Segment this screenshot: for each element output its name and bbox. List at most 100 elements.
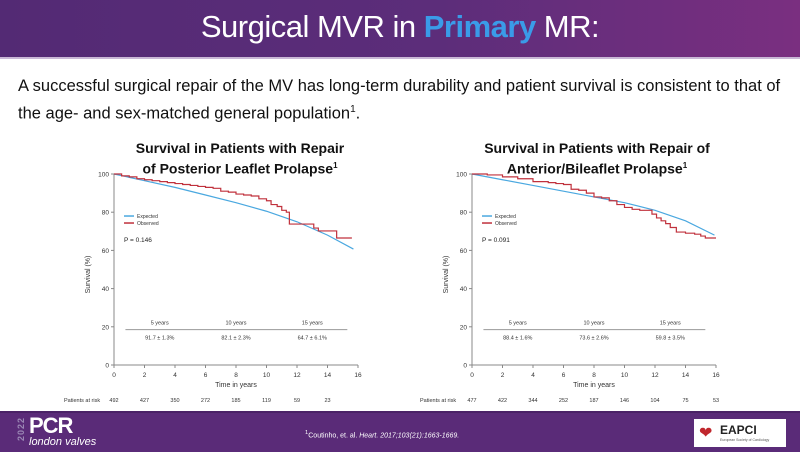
patients-at-risk-value: 344 — [528, 398, 537, 404]
citation: 1Coutinho, et. al. Heart. 2017;103(21):1… — [305, 430, 459, 439]
pcr-year: 2022 — [16, 417, 26, 442]
title-text-end: MR: — [535, 9, 600, 44]
patients-at-risk-value: 350 — [170, 398, 179, 404]
chart-title-anterior: Survival in Patients with Repair of Ante… — [462, 139, 732, 178]
summary-value: 64.7 ± 6.1% — [298, 336, 327, 342]
y-tick-label: 80 — [460, 210, 468, 217]
y-tick-label: 0 — [105, 363, 109, 370]
y-tick-label: 40 — [460, 286, 468, 293]
summary-value: 73.6 ± 2.6% — [579, 336, 608, 342]
patients-at-risk-value: 185 — [231, 398, 240, 404]
patients-at-risk-value: 187 — [589, 398, 598, 404]
title-text: Surgical MVR in — [200, 9, 424, 44]
x-tick-label: 14 — [324, 372, 332, 379]
y-tick-label: 100 — [98, 172, 109, 179]
x-tick-label: 6 — [562, 372, 566, 379]
x-tick-label: 8 — [592, 372, 596, 379]
patients-at-risk-value: 427 — [140, 398, 149, 404]
citation-sup: 1 — [305, 430, 309, 436]
x-tick-label: 12 — [293, 372, 301, 379]
summary-value: 82.1 ± 2.3% — [221, 336, 250, 342]
intro-paragraph: A successful surgical repair of the MV h… — [18, 74, 788, 126]
pcr-subtitle: london valves — [29, 436, 97, 448]
patients-at-risk-value: 146 — [620, 398, 629, 404]
y-tick-label: 20 — [102, 324, 110, 331]
x-tick-label: 10 — [263, 372, 271, 379]
series-line-expected — [113, 173, 354, 250]
chart-title-sup: 1 — [333, 161, 338, 170]
legend-label-expected: Expected — [137, 214, 158, 220]
legend-label-observed: Observed — [137, 221, 159, 227]
heart-icon: ❤ — [699, 425, 713, 442]
x-axis-label: Time in years — [215, 382, 257, 389]
legend-label-observed: Observed — [495, 221, 517, 227]
summary-period: 5 years — [151, 321, 169, 327]
x-tick-label: 12 — [651, 372, 659, 379]
x-tick-label: 10 — [621, 372, 629, 379]
summary-period: 15 years — [660, 321, 681, 327]
patients-at-risk-value: 252 — [559, 398, 568, 404]
patients-at-risk-value: 422 — [498, 398, 507, 404]
intro-text: A successful surgical repair of the MV h… — [18, 77, 781, 123]
y-axis-label: Survival (%) — [85, 256, 92, 294]
chart-title-line1: Survival in Patients with Repair — [135, 140, 345, 156]
x-tick-label: 2 — [143, 372, 147, 379]
patients-at-risk-label: Patients at risk — [420, 398, 456, 404]
eapci-logo: ❤ EAPCI European Society of Cardiology — [694, 419, 786, 447]
chart-title-posterior: Survival in Patients with Repair of Post… — [110, 139, 370, 178]
intro-footnote-ref: 1 — [350, 104, 356, 115]
pcr-logo-text: PCR — [29, 413, 73, 438]
x-tick-label: 8 — [234, 372, 238, 379]
x-tick-label: 6 — [204, 372, 208, 379]
y-tick-label: 80 — [102, 210, 110, 217]
legend-label-expected: Expected — [495, 214, 516, 220]
p-value: P = 0.091 — [482, 237, 510, 244]
patients-at-risk-value: 104 — [650, 398, 659, 404]
summary-period: 15 years — [302, 321, 323, 327]
patients-at-risk-value: 53 — [713, 398, 719, 404]
chart-title-line2: of Posterior Leaflet Prolapse — [142, 160, 334, 177]
citation-authors: Coutinho, et. al. — [308, 432, 360, 440]
patients-at-risk-value: 119 — [262, 398, 271, 404]
p-value: P = 0.146 — [124, 237, 152, 244]
x-tick-label: 0 — [470, 372, 474, 379]
summary-period: 10 years — [583, 321, 604, 327]
footer-bar: 2022 PCR london valves 1Coutinho, et. al… — [0, 411, 800, 452]
series-line-observed — [114, 173, 352, 239]
x-tick-label: 2 — [501, 372, 505, 379]
y-tick-label: 20 — [460, 324, 468, 331]
y-tick-label: 40 — [102, 286, 110, 293]
x-tick-label: 0 — [112, 372, 116, 379]
patients-at-risk-value: 477 — [467, 398, 476, 404]
y-tick-label: 100 — [456, 172, 467, 179]
patients-at-risk-label: Patients at risk — [64, 398, 100, 404]
x-tick-label: 14 — [682, 372, 690, 379]
x-axis-label: Time in years — [573, 382, 615, 389]
x-tick-label: 4 — [531, 372, 535, 379]
patients-at-risk-value: 59 — [294, 398, 300, 404]
eapci-sublabel: European Society of Cardiology — [720, 438, 770, 442]
x-tick-label: 16 — [712, 372, 720, 379]
patients-at-risk-value: 272 — [201, 398, 210, 404]
summary-value: 91.7 ± 1.3% — [145, 336, 174, 342]
x-tick-label: 4 — [173, 372, 177, 379]
y-axis-label: Survival (%) — [443, 256, 450, 294]
x-tick-label: 16 — [354, 372, 362, 379]
summary-value: 88.4 ± 1.6% — [503, 336, 532, 342]
title-banner: Surgical MVR in Primary MR: — [0, 0, 800, 59]
intro-end: . — [355, 104, 361, 123]
chart-title-line2: Anterior/Bileaflet Prolapse — [506, 160, 683, 177]
chart-title-sup: 1 — [682, 161, 688, 170]
patients-at-risk-value: 492 — [109, 398, 118, 404]
series-line-observed — [472, 173, 716, 239]
chart-title-line1: Survival in Patients with Repair of — [484, 140, 710, 156]
eapci-label: EAPCI — [720, 423, 757, 437]
y-tick-label: 60 — [102, 248, 110, 255]
summary-value: 59.8 ± 3.5% — [656, 336, 685, 342]
slide-title: Surgical MVR in Primary MR: — [0, 9, 800, 45]
patients-at-risk-value: 75 — [682, 398, 688, 404]
citation-journal: Heart. 2017;103(21):1663-1669. — [359, 432, 460, 440]
title-highlight: Primary — [423, 9, 536, 44]
y-tick-label: 60 — [460, 248, 468, 255]
